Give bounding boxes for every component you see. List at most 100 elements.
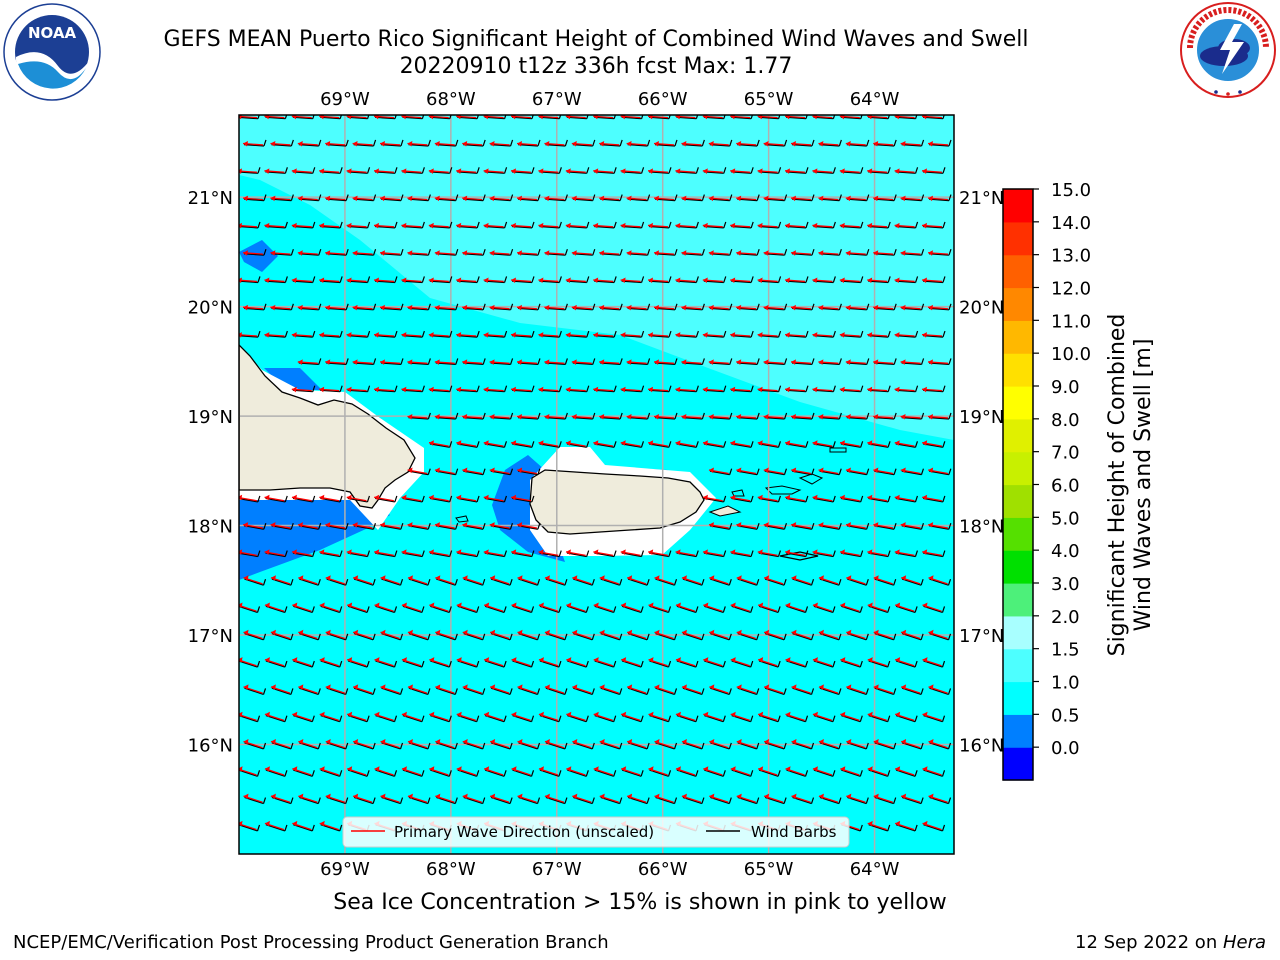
vector-428: [264, 602, 288, 614]
vector-205: [873, 303, 897, 311]
vector-584: [264, 766, 288, 777]
colorbar-swatch-0: [1003, 747, 1033, 781]
vector-626: [709, 793, 732, 805]
vector-71: [757, 167, 782, 174]
vector-535: [346, 711, 370, 723]
vector-41: [653, 139, 678, 147]
vector-346: [702, 494, 727, 503]
vector-119: [647, 221, 672, 229]
lat-label-right-1: 20°N: [959, 298, 1004, 319]
vector-623: [626, 793, 650, 805]
vector-246: [626, 358, 651, 365]
vector-459: [407, 629, 431, 641]
vector-103: [927, 194, 952, 202]
vector-589: [401, 766, 425, 777]
vector-203: [818, 303, 842, 311]
vector-93: [653, 194, 678, 202]
vector-39: [599, 139, 623, 147]
island-mona: [455, 515, 469, 523]
vector-125: [812, 221, 836, 229]
vector-113: [483, 221, 508, 229]
footer-date-text: 12 Sep 2022 on: [1075, 932, 1223, 953]
vector-140: [516, 249, 541, 256]
vector-67: [647, 167, 672, 174]
lon-label-bottom-5: 64°W: [850, 859, 900, 880]
vector-373: [900, 522, 925, 530]
vector-351: [839, 494, 864, 503]
vector-489: [511, 657, 535, 668]
vector-258: [291, 385, 316, 393]
vector-329: [791, 467, 815, 476]
vector-230: [839, 330, 864, 338]
vector-123: [757, 221, 782, 229]
vector-285: [489, 412, 514, 420]
vector-240: [462, 358, 486, 365]
vector-44: [736, 139, 760, 147]
vector-52: [239, 167, 261, 174]
vector-220: [565, 330, 590, 338]
vector-499: [785, 657, 809, 668]
colorbar-swatch-8: [1003, 484, 1033, 518]
vector-270: [620, 385, 645, 393]
vector-222: [620, 330, 645, 338]
vector-506: [270, 684, 294, 695]
vector-600: [703, 766, 726, 777]
vector-431: [346, 602, 370, 614]
vector-570: [599, 739, 623, 750]
vector-255: [873, 358, 897, 365]
vector-235: [325, 358, 349, 365]
vector-168: [565, 276, 590, 284]
vector-284: [462, 412, 486, 420]
vector-382: [428, 549, 453, 558]
vector-607: [894, 766, 918, 777]
vector-466: [599, 629, 623, 641]
vector-111: [428, 221, 453, 229]
vector-59: [428, 167, 453, 174]
lon-label-bottom-1: 68°W: [426, 859, 476, 880]
vector-77: [921, 167, 946, 174]
vector-204: [845, 303, 870, 311]
vector-300: [900, 412, 925, 420]
vector-583: [239, 766, 261, 777]
vector-231: [867, 330, 891, 338]
vector-132: [297, 249, 322, 256]
vector-360: [380, 522, 404, 530]
vector-94: [681, 194, 705, 202]
vector-512: [435, 684, 458, 695]
vector-529: [900, 684, 924, 695]
vector-461: [462, 629, 486, 641]
vector-375: [239, 549, 261, 558]
vector-541: [511, 711, 535, 723]
vector-539: [456, 711, 480, 723]
vector-85: [434, 194, 459, 202]
vector-609: [243, 793, 267, 805]
vector-88: [516, 194, 541, 202]
lat-label-right-3: 18°N: [959, 517, 1004, 538]
vector-42: [681, 139, 705, 147]
vector-417: [681, 575, 705, 586]
vector-198: [681, 303, 705, 311]
vector-629: [791, 793, 815, 805]
vector-494: [648, 657, 672, 668]
vector-573: [681, 739, 705, 750]
legend-wind-label: Wind Barbs: [751, 823, 837, 841]
vector-29: [325, 139, 349, 147]
vector-251: [763, 358, 788, 365]
vector-187: [379, 303, 404, 311]
colorbar-tick-label-14: 1.5: [1051, 640, 1080, 661]
vector-372: [873, 522, 897, 530]
vector-38: [571, 139, 596, 147]
vector-387: [565, 549, 590, 558]
lon-label-top-1: 68°W: [426, 89, 476, 110]
vector-362: [434, 522, 459, 530]
vector-582: [928, 739, 952, 750]
vector-157: [264, 276, 288, 284]
vector-562: [380, 739, 404, 750]
vector-591: [456, 766, 480, 777]
vector-211: [319, 330, 343, 338]
vector-419: [736, 575, 760, 586]
vector-224: [675, 330, 699, 338]
colorbar-swatch-9: [1003, 451, 1033, 486]
vector-363: [462, 522, 486, 530]
vector-151: [818, 249, 842, 256]
